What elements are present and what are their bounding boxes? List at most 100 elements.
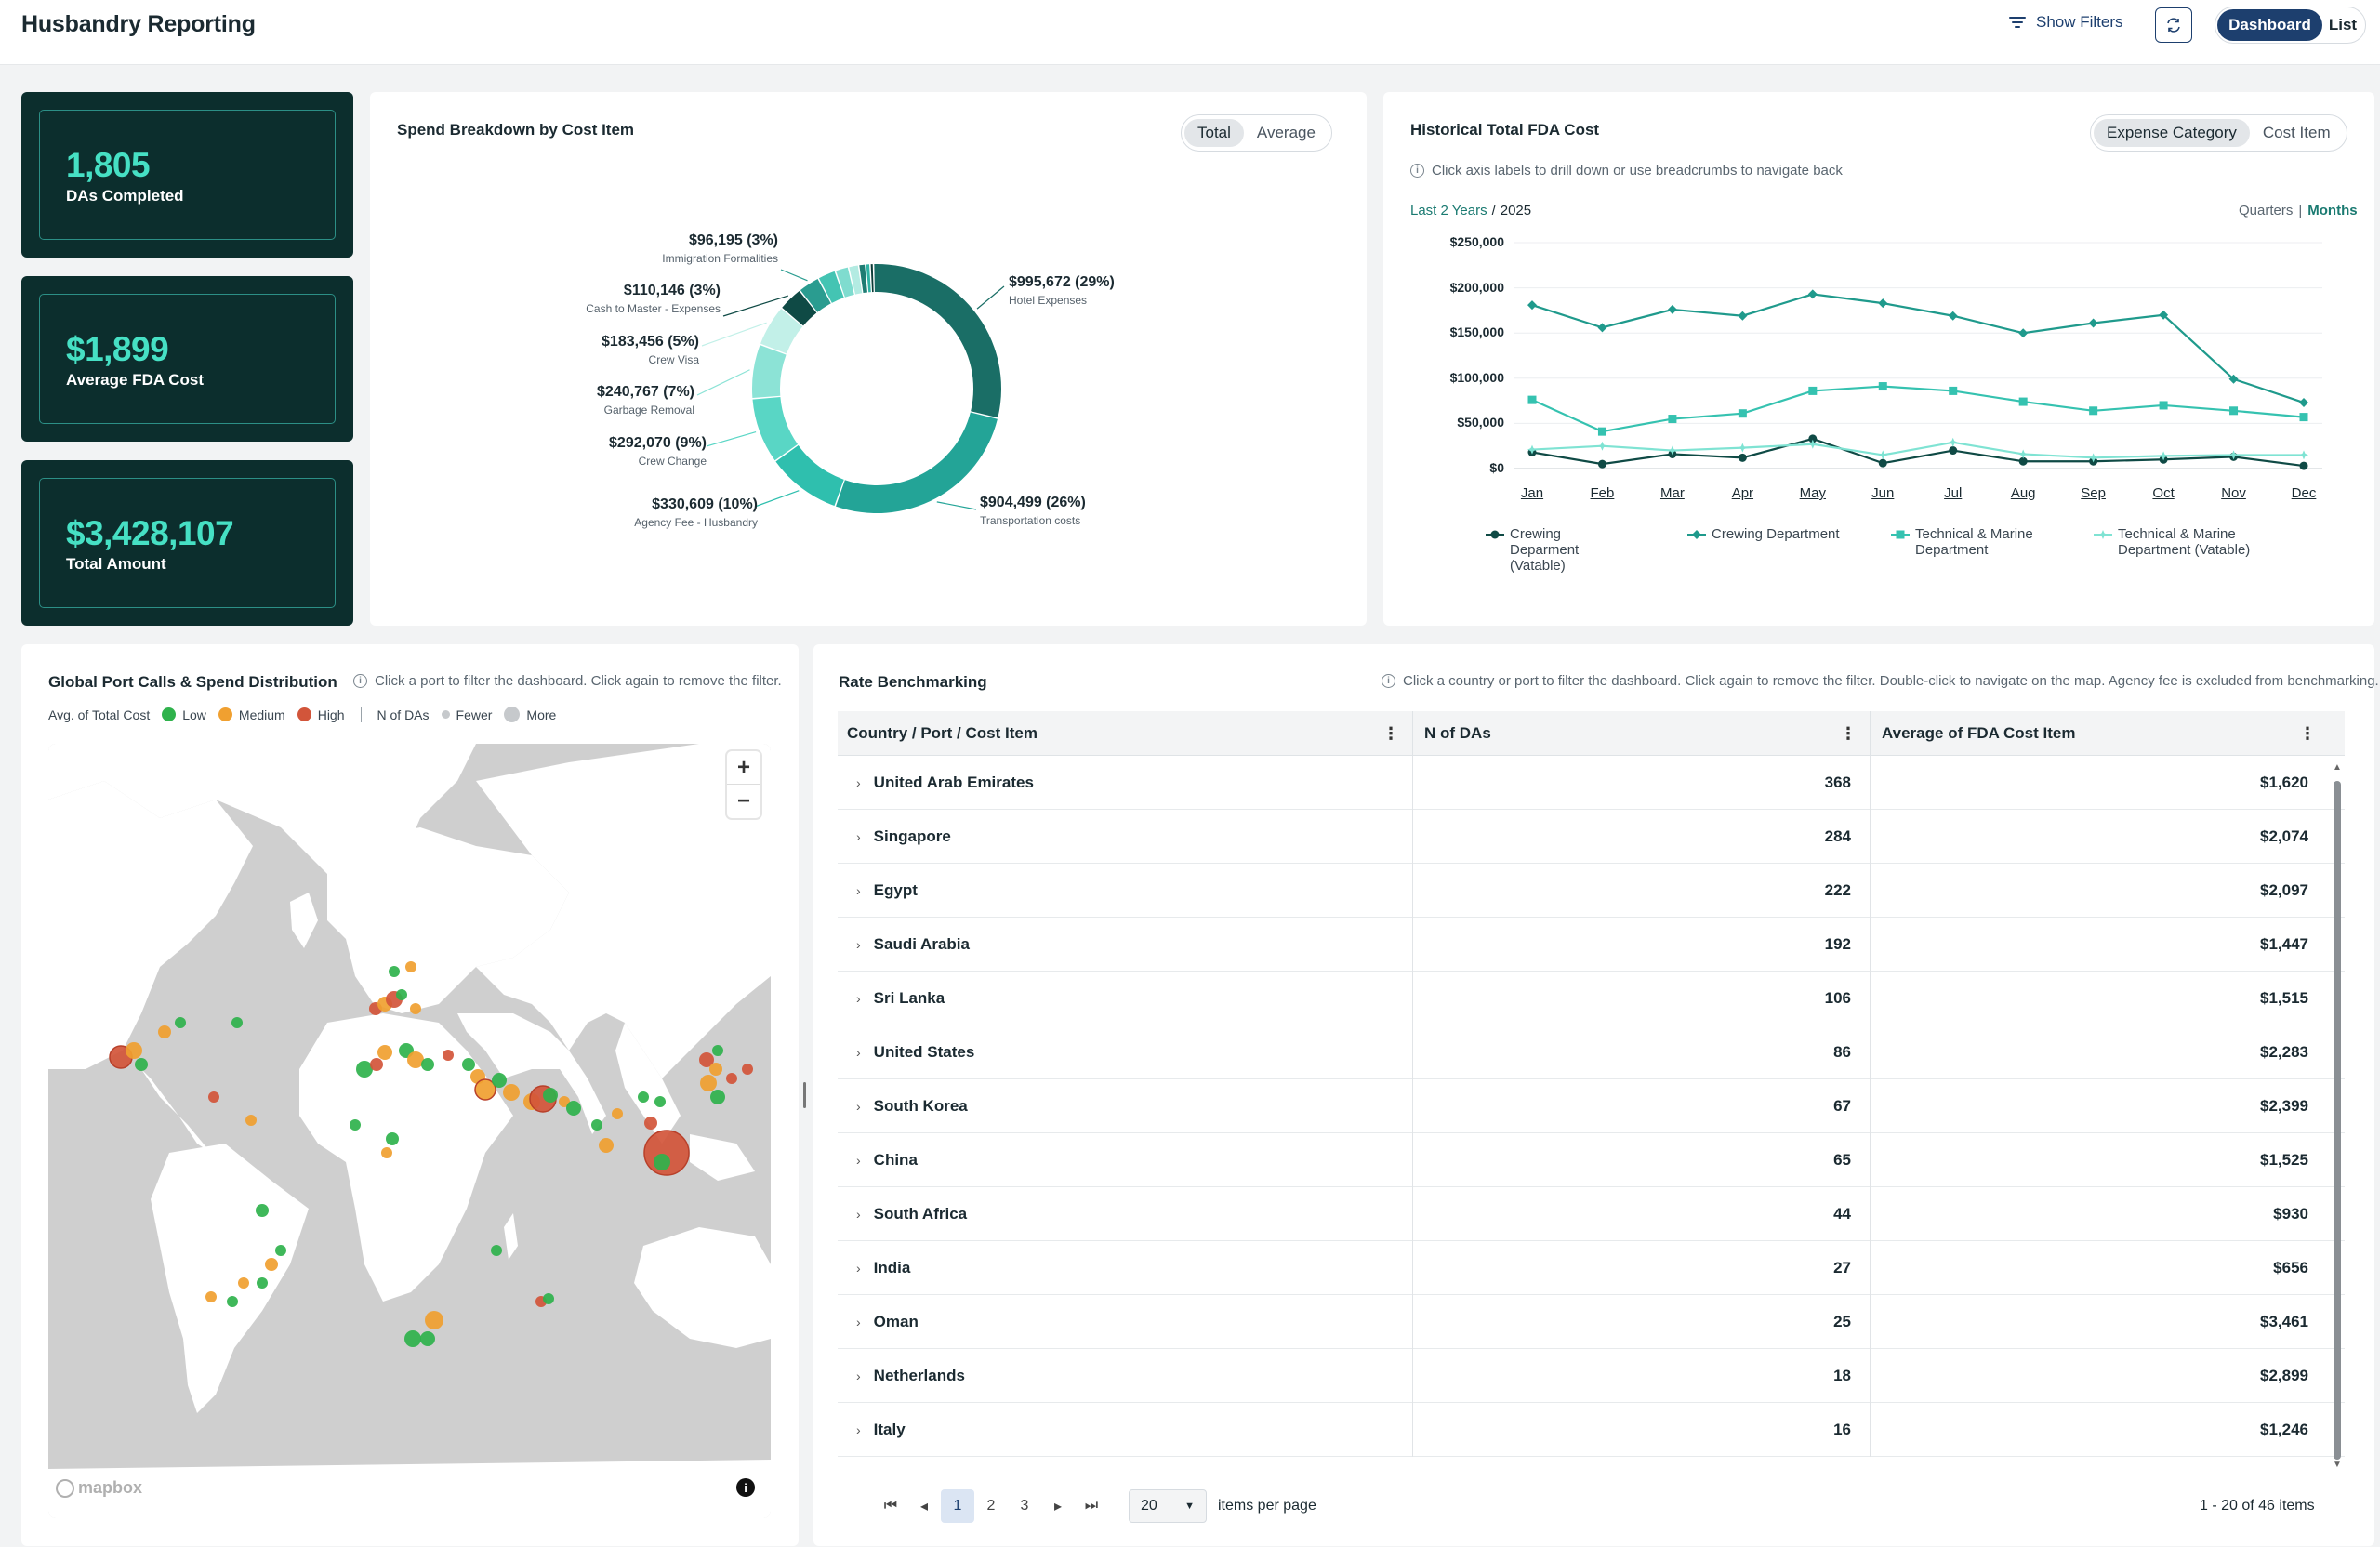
data-point[interactable] [1808, 386, 1818, 395]
data-point[interactable] [2018, 397, 2028, 406]
country-cell[interactable]: › Saudi Arabia [838, 918, 1412, 972]
port-marker[interactable] [462, 1058, 475, 1071]
table-row[interactable]: › South Africa 44 $930 [838, 1187, 2345, 1241]
port-marker[interactable] [381, 1147, 392, 1158]
x-tick-label[interactable]: Aug [2010, 485, 2036, 501]
chevron-right-icon[interactable]: › [856, 1099, 861, 1114]
port-marker[interactable] [712, 1045, 723, 1056]
items-per-page-select[interactable]: 20 ▼ [1129, 1489, 1207, 1523]
data-point[interactable] [1878, 382, 1887, 391]
column-country[interactable]: Country / Port / Cost Item ⋮ [838, 711, 1412, 756]
donut-slice[interactable] [800, 278, 831, 312]
donut-slice[interactable] [760, 309, 803, 354]
country-cell[interactable]: › Singapore [838, 810, 1412, 864]
table-row[interactable]: › Egypt 222 $2,097 [838, 864, 2345, 918]
list-view-option[interactable]: List [2328, 16, 2358, 33]
country-cell[interactable]: › China [838, 1133, 1412, 1187]
donut-slice[interactable] [775, 444, 844, 507]
data-point[interactable] [2098, 530, 2108, 539]
dashboard-view-option[interactable]: Dashboard [2217, 9, 2322, 41]
port-marker[interactable] [654, 1096, 666, 1107]
donut-slice[interactable] [866, 264, 871, 293]
data-point[interactable] [2159, 310, 2169, 320]
donut-slice[interactable] [818, 271, 844, 303]
port-marker[interactable] [407, 1051, 424, 1068]
table-row[interactable]: › Sri Lanka 106 $1,515 [838, 972, 2345, 1025]
table-row[interactable]: › China 65 $1,525 [838, 1133, 2345, 1187]
port-marker[interactable] [275, 1245, 286, 1256]
column-menu-icon[interactable]: ⋮ [1840, 723, 1857, 743]
panel-resize-handle[interactable] [803, 1082, 806, 1108]
x-tick-label[interactable]: Jan [1520, 485, 1544, 501]
legend-item[interactable]: Crewing Deparment (Vatable) [1486, 526, 1625, 574]
country-cell[interactable]: › Egypt [838, 864, 1412, 918]
last-page-icon[interactable]: ⏭ [1084, 1498, 1099, 1514]
port-marker[interactable] [420, 1331, 435, 1346]
data-point[interactable] [1878, 458, 1887, 468]
first-page-icon[interactable]: ⏮ [883, 1498, 898, 1514]
port-marker[interactable] [709, 1063, 722, 1076]
chevron-right-icon[interactable]: › [856, 1422, 861, 1437]
x-tick-label[interactable]: Nov [2221, 485, 2246, 501]
series-line[interactable] [1531, 437, 2305, 468]
data-point[interactable] [1807, 289, 1818, 299]
legend-item[interactable]: Crewing Department [1687, 526, 1845, 542]
map-attribution-info-icon[interactable]: i [736, 1478, 755, 1497]
data-point[interactable] [1808, 434, 1818, 443]
data-point[interactable] [1667, 304, 1677, 314]
chevron-right-icon[interactable]: › [856, 1207, 861, 1222]
x-tick-label[interactable]: Apr [1731, 485, 1754, 501]
data-point[interactable] [1948, 437, 1958, 447]
table-row[interactable]: › United States 86 $2,283 [838, 1025, 2345, 1079]
scroll-down-arrow-icon[interactable]: ▼ [2333, 1460, 2342, 1470]
port-marker[interactable] [389, 966, 400, 977]
donut-slice[interactable] [752, 345, 787, 399]
column-n-das[interactable]: N of DAs ⋮ [1412, 711, 1870, 756]
scroll-up-arrow-icon[interactable]: ▲ [2333, 762, 2342, 773]
breadcrumb-last-2-years[interactable]: Last 2 Years [1410, 203, 1488, 218]
data-point[interactable] [2228, 450, 2239, 460]
port-marker[interactable] [421, 1058, 434, 1071]
data-point[interactable] [1738, 311, 1748, 321]
column-menu-icon[interactable]: ⋮ [1382, 723, 1399, 743]
table-row[interactable]: › Netherlands 18 $2,899 [838, 1349, 2345, 1403]
total-option[interactable]: Total [1184, 119, 1244, 147]
data-point[interactable] [1807, 439, 1818, 449]
port-marker[interactable] [396, 989, 407, 1000]
port-marker[interactable] [257, 1277, 268, 1289]
cost-item-option[interactable]: Cost Item [2262, 124, 2331, 141]
data-point[interactable] [1668, 415, 1677, 424]
data-point[interactable] [1948, 311, 1958, 321]
data-point[interactable] [1597, 323, 1607, 333]
x-tick-label[interactable]: Jun [1871, 485, 1895, 501]
x-tick-label[interactable]: Feb [1590, 485, 1615, 501]
average-option[interactable]: Average [1256, 124, 1316, 141]
port-marker[interactable] [742, 1064, 753, 1075]
port-marker[interactable] [405, 961, 416, 972]
data-point[interactable] [1949, 386, 1958, 395]
page-3-button[interactable]: 3 [1020, 1498, 1029, 1514]
port-marker[interactable] [126, 1042, 142, 1059]
data-point[interactable] [2299, 450, 2308, 460]
refresh-button[interactable] [2155, 7, 2192, 43]
port-marker[interactable] [566, 1101, 581, 1116]
donut-slice[interactable] [836, 267, 854, 298]
port-marker[interactable] [503, 1084, 520, 1101]
port-marker[interactable] [265, 1258, 278, 1271]
data-point[interactable] [1738, 443, 1748, 453]
port-marker[interactable] [559, 1096, 570, 1107]
table-row[interactable]: › Saudi Arabia 192 $1,447 [838, 918, 2345, 972]
world-map[interactable]: + − mapbox i [48, 744, 771, 1518]
page-1-button[interactable]: 1 [941, 1489, 974, 1523]
x-tick-label[interactable]: Mar [1659, 485, 1685, 501]
port-marker[interactable] [700, 1075, 717, 1091]
port-marker[interactable] [386, 1132, 399, 1145]
port-marker[interactable] [443, 1050, 454, 1061]
column-menu-icon[interactable]: ⋮ [2299, 723, 2316, 743]
data-point[interactable] [1878, 298, 1888, 309]
chevron-right-icon[interactable]: › [856, 1368, 861, 1383]
port-marker[interactable] [638, 1091, 649, 1103]
legend-item[interactable]: Technical & Marine Department (Vatable) [2094, 526, 2261, 558]
series-line[interactable] [1531, 385, 2305, 433]
port-marker[interactable] [356, 1061, 373, 1078]
